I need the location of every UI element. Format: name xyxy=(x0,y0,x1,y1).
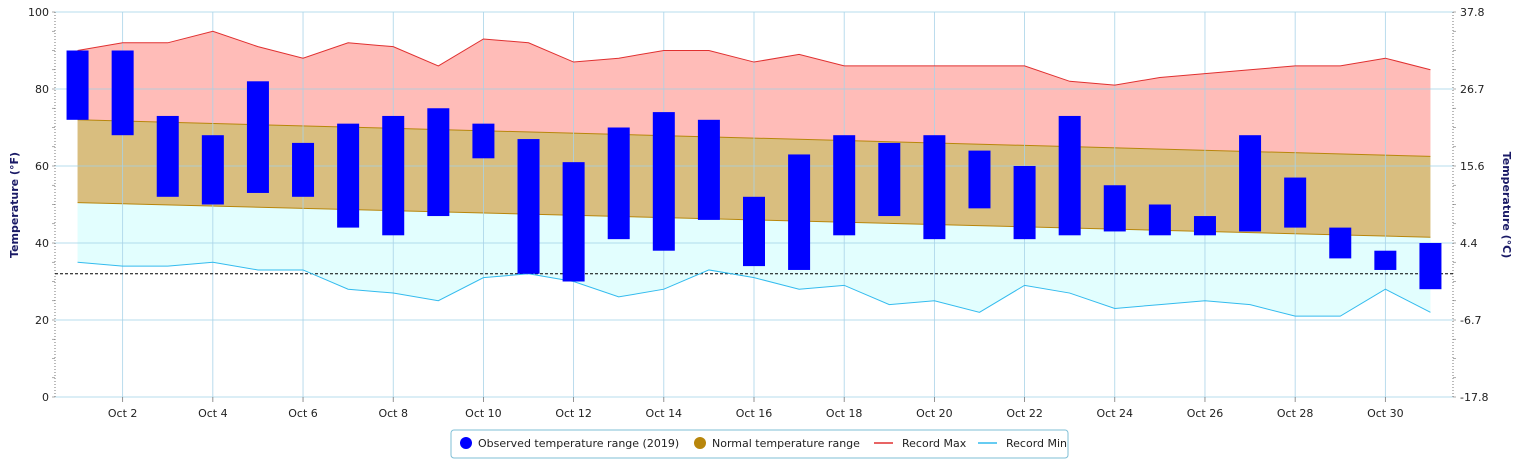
observed-bar[interactable] xyxy=(382,115,405,236)
observed-bar[interactable] xyxy=(788,154,811,270)
observed-bar[interactable] xyxy=(472,123,495,159)
x-tick-label: Oct 12 xyxy=(555,407,592,420)
legend-record-max-label: Record Max xyxy=(902,437,967,450)
x-tick-label: Oct 24 xyxy=(1097,407,1134,420)
legend-item-record-max[interactable]: Record Max xyxy=(874,437,967,450)
legend-normal-label: Normal temperature range xyxy=(712,437,860,450)
observed-bar[interactable] xyxy=(1058,115,1081,236)
x-tick-label: Oct 16 xyxy=(736,407,773,420)
x-tick-label: Oct 30 xyxy=(1367,407,1404,420)
x-tick-label: Oct 10 xyxy=(465,407,502,420)
x-tick-label: Oct 6 xyxy=(288,407,318,420)
observed-bar[interactable] xyxy=(1374,250,1397,270)
observed-bar[interactable] xyxy=(1419,243,1442,290)
y-axis-title: Temperature (°F) xyxy=(8,152,21,258)
y-tick-label: 80 xyxy=(35,83,49,96)
y2-tick-label: 4.4 xyxy=(1460,237,1478,250)
axes xyxy=(52,11,1456,402)
y-tick-label: 20 xyxy=(35,314,49,327)
legend-observed-label: Observed temperature range (2019) xyxy=(478,437,679,450)
grid-lines xyxy=(55,11,1453,398)
observed-bar[interactable] xyxy=(743,196,765,267)
observed-bar[interactable] xyxy=(111,50,134,136)
observed-bar[interactable] xyxy=(201,135,224,205)
y-tick-label: 60 xyxy=(35,160,49,173)
observed-bar[interactable] xyxy=(562,162,585,282)
observed-bar[interactable] xyxy=(1284,177,1307,228)
x-tick-label: Oct 28 xyxy=(1277,407,1314,420)
x-tick-label: Oct 20 xyxy=(916,407,953,420)
x-tick-label: Oct 4 xyxy=(198,407,228,420)
x-tick-label: Oct 18 xyxy=(826,407,863,420)
y2-tick-label: 26.7 xyxy=(1460,83,1485,96)
record-lines xyxy=(77,30,1431,317)
observed-bar[interactable] xyxy=(1193,216,1216,236)
observed-bar[interactable] xyxy=(1148,204,1171,236)
x-tick-label: Oct 22 xyxy=(1006,407,1043,420)
observed-bar[interactable] xyxy=(968,150,991,209)
observed-bar[interactable] xyxy=(697,119,720,220)
observed-bar[interactable] xyxy=(1013,166,1036,240)
y-tick-label: 40 xyxy=(35,237,49,250)
observed-bar[interactable] xyxy=(292,142,315,197)
y2-tick-label: 15.6 xyxy=(1460,160,1485,173)
x-tick-label: Oct 2 xyxy=(108,407,138,420)
observed-bar[interactable] xyxy=(1239,135,1262,232)
legend: Observed temperature range (2019) Normal… xyxy=(450,429,1069,459)
legend-item-normal[interactable]: Normal temperature range xyxy=(694,437,860,450)
y-tick-label: 0 xyxy=(42,391,49,404)
observed-bar[interactable] xyxy=(246,81,269,193)
x-tick-label: Oct 8 xyxy=(378,407,408,420)
x-tick-label: Oct 14 xyxy=(646,407,683,420)
observed-bar[interactable] xyxy=(878,142,901,217)
y-tick-label: 100 xyxy=(28,6,49,19)
legend-record-min-label: Record Min xyxy=(1006,437,1067,450)
observed-bar[interactable] xyxy=(1103,185,1126,232)
observed-bar[interactable] xyxy=(337,123,360,228)
legend-item-observed[interactable]: Observed temperature range (2019) xyxy=(460,437,679,450)
observed-bar[interactable] xyxy=(1329,227,1352,259)
observed-bar[interactable] xyxy=(833,135,856,236)
legend-normal-swatch xyxy=(694,437,706,449)
observed-bar[interactable] xyxy=(427,108,450,217)
legend-observed-swatch xyxy=(460,437,472,449)
observed-bar[interactable] xyxy=(66,50,89,120)
y2-tick-label: -17.8 xyxy=(1460,391,1488,404)
observed-bar[interactable] xyxy=(652,112,675,251)
observed-bar[interactable] xyxy=(517,139,540,274)
y2-tick-label: 37.8 xyxy=(1460,6,1485,19)
x-tick-label: Oct 26 xyxy=(1187,407,1224,420)
legend-box xyxy=(450,429,1069,459)
observed-bar[interactable] xyxy=(923,135,946,240)
observed-bar[interactable] xyxy=(156,115,179,197)
record-min-line xyxy=(77,261,1431,317)
observed-bar[interactable] xyxy=(607,127,630,240)
observed-bars xyxy=(66,50,1442,290)
tick-labels: 0 -17.8 20 -6.7 40 4.4 60 15.6 80 26.7 100 37.8 Oct … xyxy=(28,6,1488,420)
y2-axis-title: Temperature (°C) xyxy=(1500,152,1513,259)
y2-tick-label: -6.7 xyxy=(1460,314,1481,327)
record-max-line xyxy=(77,30,1431,86)
legend-item-record-min[interactable]: Record Min xyxy=(978,437,1067,450)
